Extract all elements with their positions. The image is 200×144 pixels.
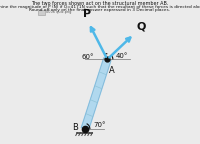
Polygon shape xyxy=(81,58,111,130)
Text: 0006 quiz.png: 0006 quiz.png xyxy=(46,10,72,14)
Text: Determine the magnitude of P (N) if Q=4171N such that the resultant of these for: Determine the magnitude of P (N) if Q=41… xyxy=(0,5,200,8)
Text: 40°: 40° xyxy=(116,53,128,59)
Text: A: A xyxy=(109,66,115,75)
Text: 60°: 60° xyxy=(82,54,94,60)
Text: P: P xyxy=(83,10,91,19)
Text: Q: Q xyxy=(137,22,146,32)
Text: 70°: 70° xyxy=(94,123,106,128)
Text: The two forces shown act on the structural member AB.: The two forces shown act on the structur… xyxy=(31,1,169,6)
Text: B: B xyxy=(72,123,78,132)
Text: Round off only on the final answer expressed in 3 Decimal places.: Round off only on the final answer expre… xyxy=(29,8,171,12)
Bar xyxy=(38,10,45,15)
